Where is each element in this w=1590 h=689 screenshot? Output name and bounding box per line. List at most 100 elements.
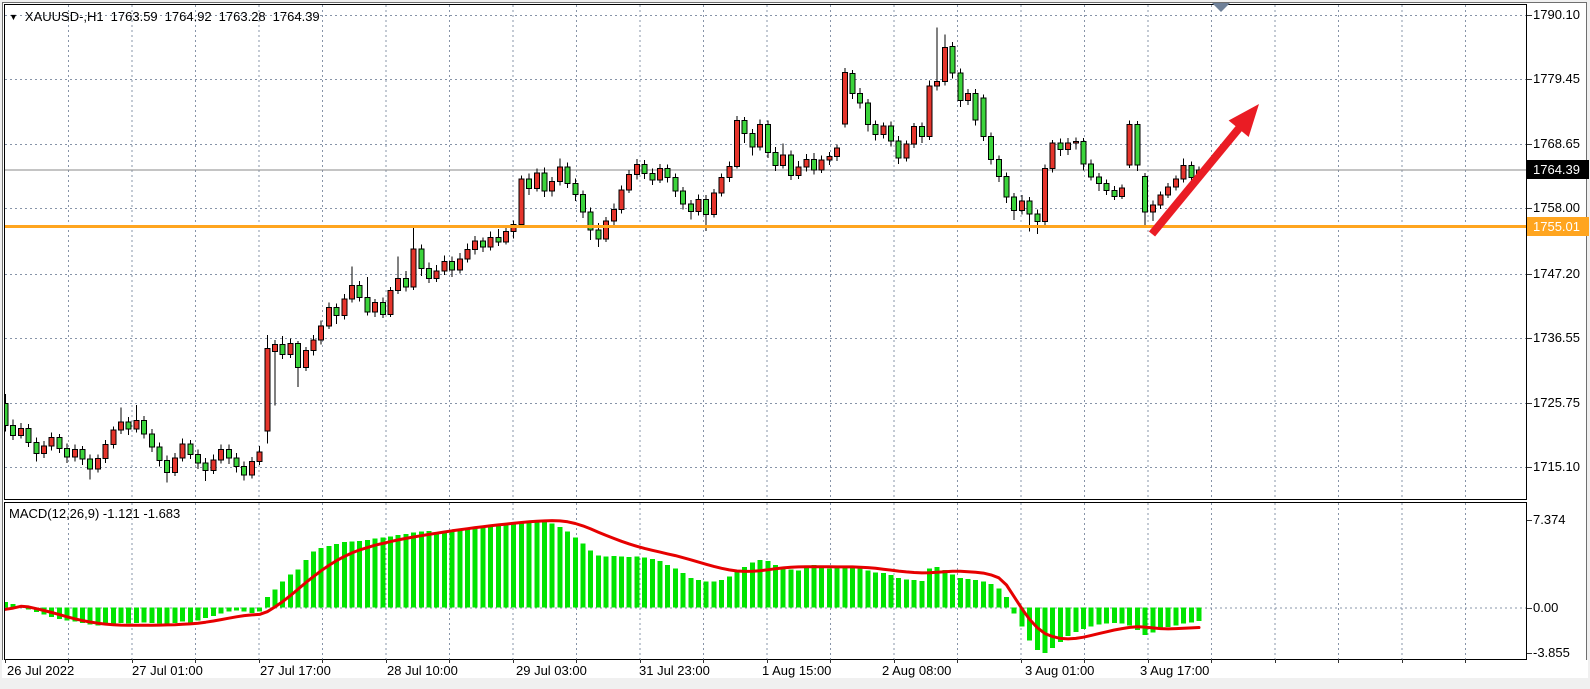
candle-body-bull xyxy=(410,248,417,288)
macd-bar xyxy=(241,607,247,612)
candle-body-bull xyxy=(818,159,825,171)
candle-body-bear xyxy=(1026,200,1033,215)
time-axis-label: 27 Jul 17:00 xyxy=(260,663,331,678)
macd-bar xyxy=(942,570,948,608)
macd-bar xyxy=(488,525,494,608)
macd-bar xyxy=(1050,607,1056,648)
candle-body-bear xyxy=(649,173,656,181)
macd-bar xyxy=(511,522,517,608)
chart-shift-marker-icon[interactable] xyxy=(1212,3,1230,12)
candle-body-bear xyxy=(195,453,201,464)
macd-bar xyxy=(857,568,863,608)
macd-bar xyxy=(749,562,755,608)
candle-body-bear xyxy=(787,154,794,176)
candle-body-bear xyxy=(1034,213,1041,223)
time-tick-mark xyxy=(1020,659,1022,663)
candle-body-bull xyxy=(903,143,910,159)
macd-axis-label: 7.374 xyxy=(1533,512,1566,527)
trend-arrow[interactable] xyxy=(1148,104,1259,237)
time-tick-mark xyxy=(1338,659,1339,663)
candle-body-bear xyxy=(672,177,679,192)
macd-bar xyxy=(1173,607,1179,626)
macd-bar xyxy=(272,589,278,608)
time-axis[interactable]: 26 Jul 2022 27 Jul 01:00 27 Jul 17:00 28 Ju… xyxy=(2,659,1588,678)
axis-tick-mark xyxy=(1527,144,1532,145)
time-tick-mark xyxy=(385,659,387,663)
macd-bar xyxy=(680,573,686,608)
candle-body-bear xyxy=(587,211,594,231)
candle-body-bear xyxy=(895,140,902,159)
macd-bar xyxy=(703,581,709,608)
macd-bar xyxy=(1088,607,1094,627)
candle-body-bull xyxy=(1018,200,1025,211)
symbol-header[interactable]: ▼ XAUUSD-,H1 1763.59 1764.92 1763.28 176… xyxy=(9,9,320,24)
macd-bar xyxy=(726,576,732,608)
candle-body-bear xyxy=(741,119,748,135)
candle-body-bear xyxy=(241,465,248,476)
macd-chart-canvas xyxy=(5,503,1526,659)
candle-body-bull xyxy=(926,85,933,138)
ohlc-close: 1764.39 xyxy=(272,9,320,24)
macd-bar xyxy=(657,561,663,608)
candle-body-bear xyxy=(764,124,771,153)
candle-body-bull xyxy=(657,168,663,181)
macd-bar xyxy=(403,533,409,608)
candle-body-bull xyxy=(102,444,109,460)
time-axis-label: 27 Jul 01:00 xyxy=(132,663,203,678)
candle-body-bear xyxy=(418,248,425,270)
candle-body-bear xyxy=(426,268,432,279)
macd-bar xyxy=(349,541,355,608)
macd-bar xyxy=(1104,607,1110,624)
macd-bar xyxy=(965,579,971,608)
macd-bar xyxy=(311,551,316,608)
candle-body-bear xyxy=(10,424,17,437)
macd-axis-label: -3.855 xyxy=(1533,645,1570,660)
macd-bar xyxy=(996,588,1002,608)
macd-bar xyxy=(911,580,917,608)
price-axis-label: 1736.55 xyxy=(1533,330,1580,345)
price-axis[interactable]: 1790.10 1779.45 1768.65 1758.00 1747.20 1736.… xyxy=(1527,2,1589,678)
candle-body-bull xyxy=(349,285,355,300)
macd-bar xyxy=(757,560,763,608)
candle-body-bull xyxy=(48,436,55,447)
time-axis-label: 31 Jul 23:00 xyxy=(639,663,710,678)
candle-body-bull xyxy=(110,429,117,446)
candle-body-bear xyxy=(1111,189,1118,197)
candle-body-bear xyxy=(33,441,40,455)
candle-body-bear xyxy=(56,436,63,449)
axis-tick-mark xyxy=(1527,208,1532,209)
candle-body-bull xyxy=(826,156,833,161)
macd-bar xyxy=(418,531,424,608)
macd-bar xyxy=(603,556,609,608)
candle-body-bear xyxy=(680,190,687,205)
macd-bar xyxy=(880,573,886,608)
macd-bar xyxy=(973,580,979,608)
candle-body-bull xyxy=(549,180,556,192)
macd-pane[interactable]: MACD(12,26,9) -1.121 -1.683 xyxy=(4,502,1527,660)
time-tick-mark xyxy=(512,659,514,663)
axis-tick-mark xyxy=(1527,338,1532,339)
macd-bar xyxy=(780,567,786,608)
macd-bar xyxy=(1165,607,1171,628)
price-pane[interactable]: ▼ XAUUSD-,H1 1763.59 1764.92 1763.28 176… xyxy=(4,4,1527,500)
macd-bar xyxy=(5,602,8,608)
macd-bar xyxy=(1150,607,1156,633)
candle-body-bear xyxy=(449,260,456,271)
candle-body-bull xyxy=(318,325,325,341)
time-tick-mark xyxy=(703,659,704,663)
candle-body-bull xyxy=(780,154,787,167)
candle-body-bull xyxy=(757,124,764,148)
macd-bar xyxy=(980,581,986,608)
candle-body-bull xyxy=(1180,165,1187,180)
time-tick-mark xyxy=(639,659,641,663)
candle-body-bull xyxy=(133,420,140,430)
macd-bar xyxy=(465,527,470,608)
macd-bar xyxy=(1119,607,1125,624)
macd-bar xyxy=(711,581,717,608)
symbol-dropdown-icon[interactable]: ▼ xyxy=(9,11,18,22)
time-axis-label: 1 Aug 15:00 xyxy=(762,663,832,678)
axis-tick-mark xyxy=(1527,608,1532,609)
candle-body-bull xyxy=(287,342,294,355)
candle-body-bear xyxy=(1134,124,1141,166)
candle-body-bear xyxy=(564,166,571,185)
